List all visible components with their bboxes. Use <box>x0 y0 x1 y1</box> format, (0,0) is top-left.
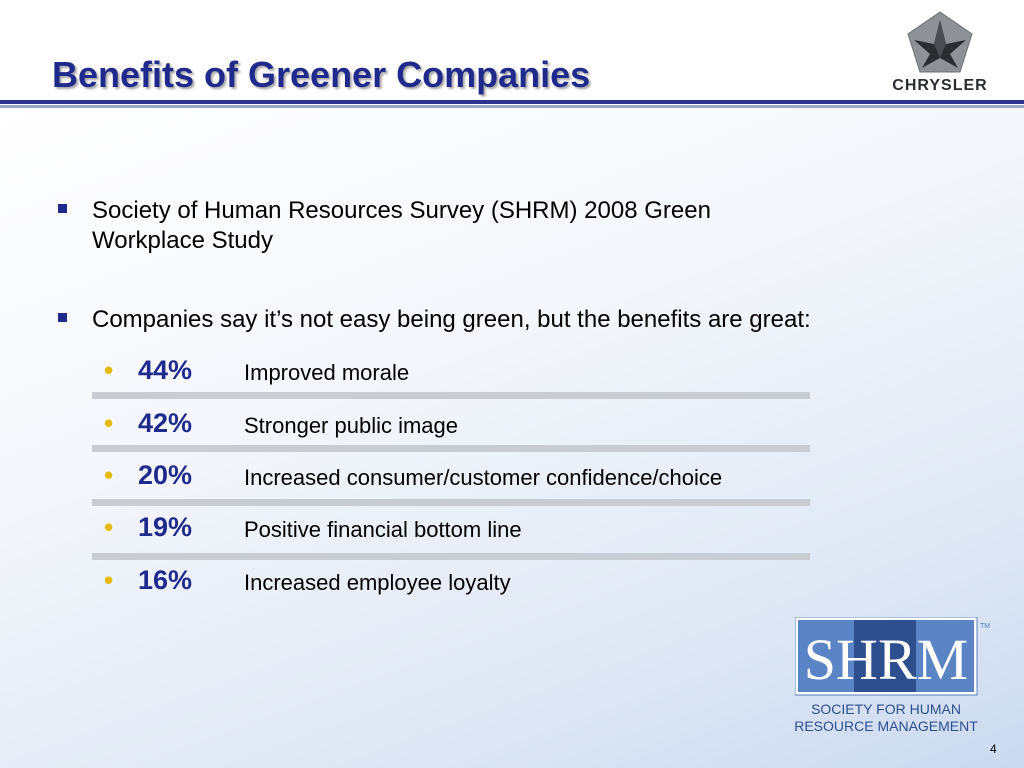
item-label: Increased employee loyalty <box>244 570 511 595</box>
list-item: • 16% Increased employee loyalty <box>104 565 814 605</box>
header-rule-shadow <box>0 105 1024 108</box>
bullet-text-2: Companies say it’s not easy being green,… <box>92 306 811 333</box>
row-separator <box>92 445 810 452</box>
list-item: • 44% Improved morale <box>104 355 814 395</box>
slide-header: Benefits of Greener Companies CHRYSLER <box>0 0 1024 108</box>
bullet-text-1b: Workplace Study <box>92 227 273 254</box>
row-separator <box>92 553 810 560</box>
row-separator <box>92 392 810 399</box>
item-label: Increased consumer/customer confidence/c… <box>244 465 723 490</box>
list-item: • 20% Increased consumer/customer confid… <box>104 460 814 500</box>
dot-bullet-icon: • <box>104 408 114 438</box>
dot-bullet-icon: • <box>104 512 114 542</box>
square-bullet-icon <box>58 313 67 322</box>
shrm-logo: SHRM TM SOCIETY FOR HUMAN RESOURCE MANAG… <box>795 617 990 734</box>
item-label: Stronger public image <box>244 413 459 438</box>
page-number: 4 <box>990 742 997 756</box>
trademark-mark: TM <box>980 623 990 630</box>
chrysler-wordmark: CHRYSLER <box>892 77 987 94</box>
percent-value: 19% <box>138 512 193 542</box>
percent-value: 42% <box>138 408 193 438</box>
list-item: • 42% Stronger public image <box>104 408 814 448</box>
item-label: Positive financial bottom line <box>244 517 522 542</box>
shrm-name-line1: SOCIETY FOR HUMAN <box>811 701 961 717</box>
dot-bullet-icon: • <box>104 460 114 490</box>
row-separator <box>92 499 810 506</box>
percent-value: 44% <box>138 355 193 385</box>
square-bullet-icon <box>58 204 67 213</box>
item-label: Improved morale <box>244 360 410 385</box>
slide-title: Benefits of Greener Companies <box>52 54 591 95</box>
dot-bullet-icon: • <box>104 565 114 595</box>
percent-value: 20% <box>138 460 193 490</box>
percent-value: 16% <box>138 565 193 595</box>
shrm-name-line2: RESOURCE MANAGEMENT <box>795 718 978 734</box>
header-rule <box>0 100 1024 104</box>
list-item: • 19% Positive financial bottom line <box>104 512 814 552</box>
chrysler-pentastar-logo: CHRYSLER <box>892 11 987 94</box>
bullet-text-1a: Society of Human Resources Survey (SHRM)… <box>92 197 711 224</box>
dot-bullet-icon: • <box>104 355 114 385</box>
shrm-letters: SHRM <box>804 627 968 692</box>
